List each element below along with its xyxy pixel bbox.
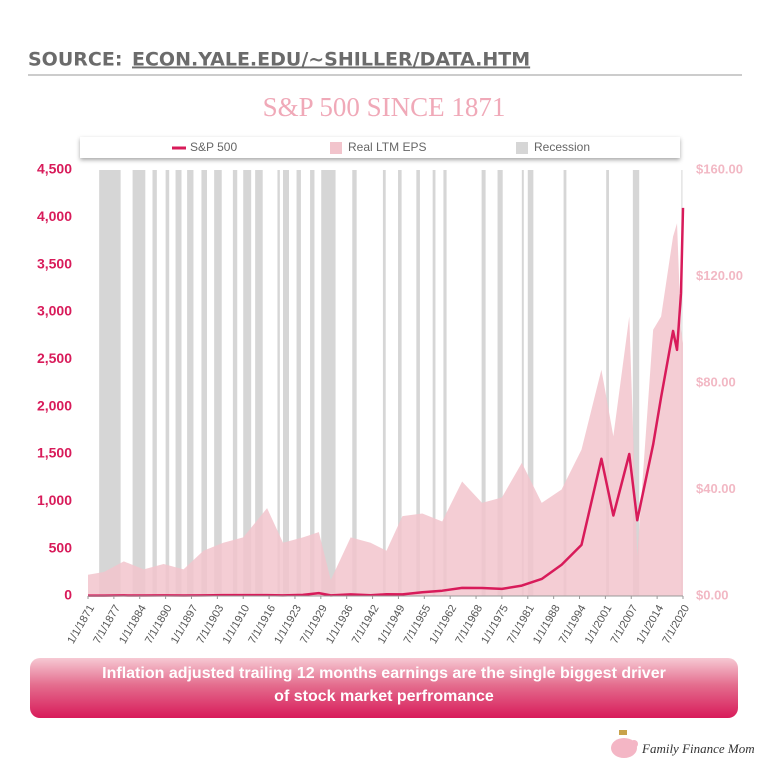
banner-text: of stock market perfromance bbox=[274, 688, 494, 705]
recession-band bbox=[432, 170, 436, 596]
legend-swatch bbox=[516, 142, 528, 154]
brand: Family Finance Mom bbox=[641, 741, 755, 756]
source-link[interactable]: ECON.YALE.EDU/~SHILLER/DATA.HTM bbox=[132, 49, 530, 71]
recession-band bbox=[232, 170, 238, 596]
y2-tick-label: $40.00 bbox=[696, 481, 736, 496]
recession-band bbox=[416, 170, 420, 596]
legend-label: S&P 500 bbox=[190, 140, 237, 154]
legend-box bbox=[80, 137, 680, 158]
y-tick-label: 3,500 bbox=[37, 255, 72, 271]
recession-band bbox=[443, 170, 447, 596]
recession-band bbox=[497, 170, 503, 596]
y2-tick-label: $160.00 bbox=[696, 161, 743, 176]
recession-band bbox=[296, 170, 301, 596]
legend-label: Recession bbox=[534, 140, 590, 154]
recession-band bbox=[277, 170, 280, 596]
legend-swatch bbox=[330, 142, 342, 154]
chart-title: S&P 500 SINCE 1871 bbox=[263, 92, 506, 122]
y-tick-label: 3,000 bbox=[37, 303, 72, 319]
recession-band bbox=[481, 170, 486, 596]
y2-tick-label: $80.00 bbox=[696, 374, 736, 389]
y-tick-label: 0 bbox=[64, 587, 72, 603]
recession-band bbox=[132, 170, 146, 596]
recession-band bbox=[201, 170, 207, 596]
y-tick-label: 500 bbox=[49, 539, 73, 555]
recession-band bbox=[165, 170, 170, 596]
recession-band bbox=[398, 170, 402, 596]
recession-band bbox=[152, 170, 157, 596]
sp500-line bbox=[87, 207, 685, 597]
y-tick-label: 4,000 bbox=[37, 208, 72, 224]
recession-band bbox=[187, 170, 194, 596]
recession-band bbox=[527, 170, 534, 596]
logo bbox=[611, 730, 638, 758]
legend-label: Real LTM EPS bbox=[348, 140, 426, 154]
recession-band bbox=[255, 170, 263, 596]
y-tick-label: 2,000 bbox=[37, 397, 72, 413]
recession-band bbox=[563, 170, 567, 596]
y-tick-label: 2,500 bbox=[37, 350, 72, 366]
recession-band bbox=[310, 170, 315, 596]
recession-band bbox=[283, 170, 289, 596]
y-tick-label: 1,500 bbox=[37, 445, 72, 461]
recession-band bbox=[606, 170, 609, 596]
source-label: SOURCE: bbox=[28, 49, 122, 71]
recession-band bbox=[321, 170, 336, 596]
y-tick-label: 1,000 bbox=[37, 492, 72, 508]
y2-tick-label: $0.00 bbox=[696, 587, 729, 602]
recession-band bbox=[243, 170, 252, 596]
banner-text: Inflation adjusted trailing 12 months ea… bbox=[102, 665, 666, 682]
recession-band bbox=[214, 170, 222, 596]
banner bbox=[30, 658, 738, 718]
recession-band bbox=[99, 170, 121, 596]
y2-tick-label: $120.00 bbox=[696, 268, 743, 283]
recession-band bbox=[175, 170, 182, 596]
recession-band bbox=[632, 170, 640, 596]
recession-band bbox=[382, 170, 386, 596]
recession-band bbox=[521, 170, 524, 596]
eps-area bbox=[88, 223, 683, 596]
recession-band bbox=[352, 170, 357, 596]
y-tick-label: 4,500 bbox=[37, 161, 72, 177]
